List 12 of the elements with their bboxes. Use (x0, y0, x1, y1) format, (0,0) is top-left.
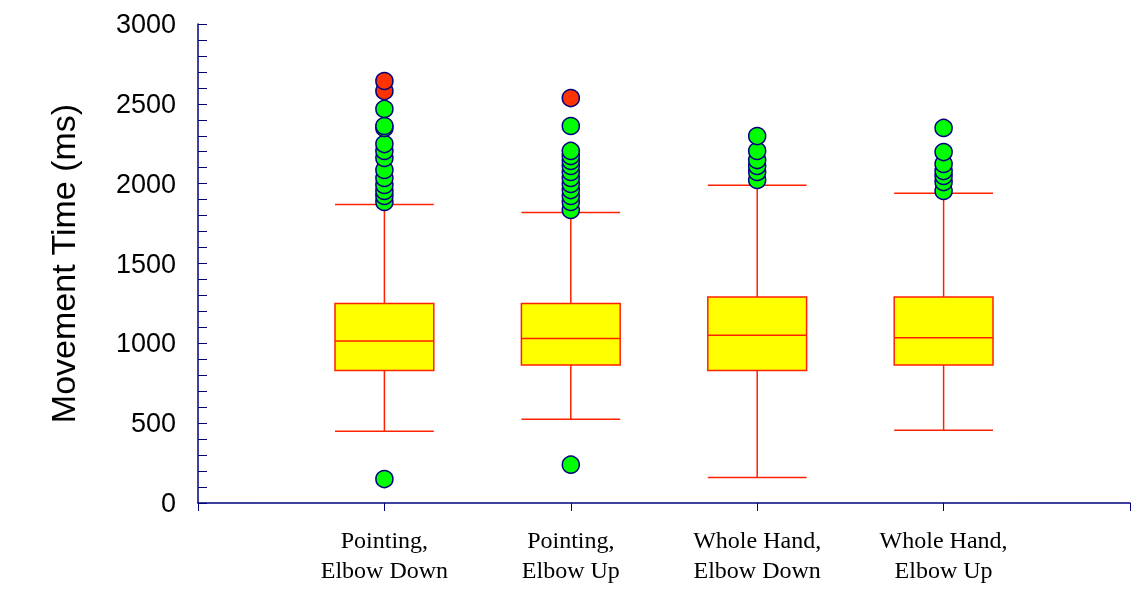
y-tick-label: 2500 (115, 88, 176, 119)
y-axis-title: Movement Time (ms) (44, 103, 82, 424)
x-tick-label: Whole Hand, Elbow Up (879, 527, 1008, 583)
y-tick-label: 3000 (115, 9, 176, 39)
x-tick-label: Pointing, Elbow Down (320, 527, 449, 583)
y-tick-label: 0 (160, 488, 176, 518)
x-tick-label: Whole Hand, Elbow Down (693, 527, 822, 583)
y-tick-label: 2000 (115, 168, 176, 199)
y-tick-label: 500 (130, 408, 176, 439)
y-tick-label: 1500 (115, 248, 176, 279)
x-tick-label: Pointing, Elbow Up (521, 527, 620, 583)
y-tick-label: 1000 (115, 328, 176, 359)
